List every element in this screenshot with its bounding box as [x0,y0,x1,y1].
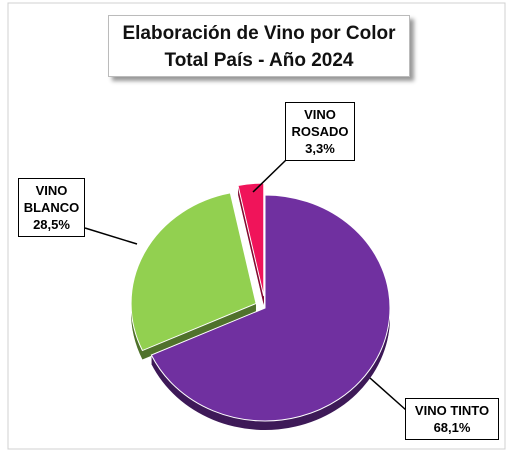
chart-border [7,2,506,450]
slice [237,182,265,297]
label-value: 3,3% [305,141,335,156]
leader-line [369,377,407,411]
data-label: VINO BLANCO 28,5% [18,178,85,237]
slice [150,194,391,422]
label-value: 68,1% [433,420,471,435]
leader-line [84,227,138,245]
chart-subtitle: Total País - Año 2024 [164,50,354,71]
label-category: VINO TINTO [414,403,490,418]
chart-title-box: Elaboración de Vino por Color Total País… [108,15,410,77]
data-label: VINO ROSADO 3,3% [285,102,355,161]
pie [130,182,391,430]
data-label: VINO TINTO 68,1% [405,398,499,440]
label-category: VINO BLANCO [23,183,80,215]
chart-title: Elaboración de Vino por Color [122,23,396,44]
slice [130,192,257,352]
label-value: 28,5% [33,217,70,232]
label-category: VINO ROSADO [291,107,349,139]
leader-line [252,159,287,193]
